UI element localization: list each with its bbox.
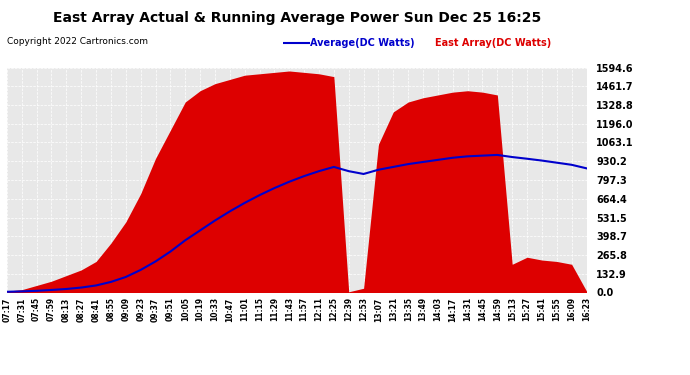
Text: East Array Actual & Running Average Power Sun Dec 25 16:25: East Array Actual & Running Average Powe… <box>52 11 541 25</box>
Text: Copyright 2022 Cartronics.com: Copyright 2022 Cartronics.com <box>7 38 148 46</box>
Text: Average(DC Watts): Average(DC Watts) <box>310 38 415 48</box>
Text: East Array(DC Watts): East Array(DC Watts) <box>435 38 551 48</box>
